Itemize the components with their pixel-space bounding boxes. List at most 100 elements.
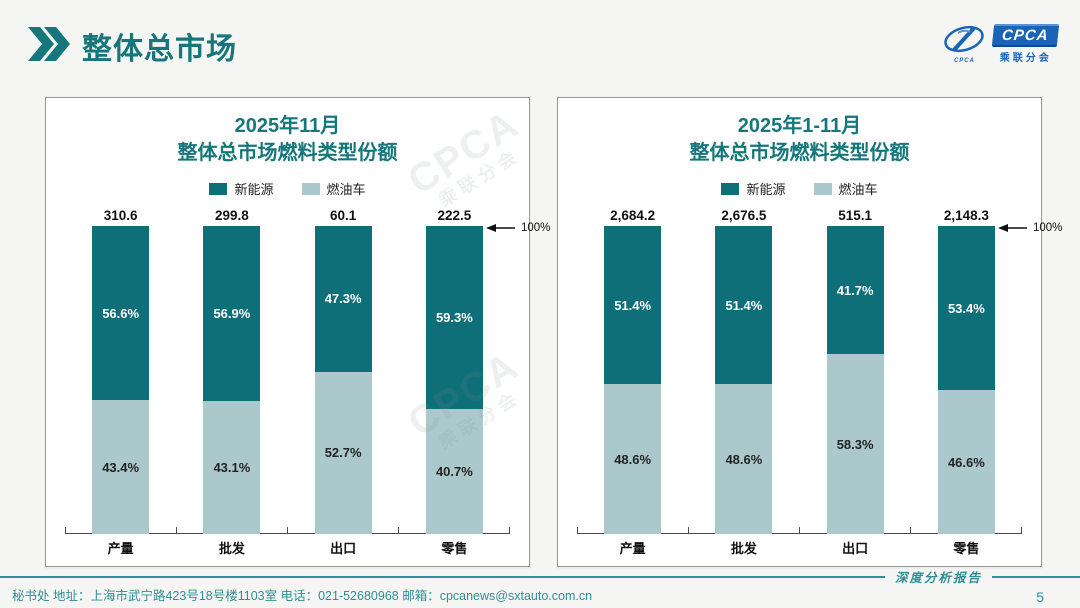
legend-swatch-new-energy (721, 182, 740, 195)
plot-area: 310.6 56.6% 43.4% 299.8 56.9% 43.1% 60.1 47.3% 5… (65, 208, 550, 557)
cpca-brand-text: CPCA (992, 24, 1060, 47)
divider-line (992, 575, 1080, 578)
bar-group: 222.5 59.3% 40.7% (399, 208, 510, 534)
segment-new-energy: 51.4% (715, 226, 773, 385)
legend-item-new-energy: 新能源 (721, 179, 786, 198)
emblem-caption: CPCA (953, 58, 975, 64)
bar-total-label: 60.1 (329, 208, 357, 223)
segment-fuel: 40.7% (425, 408, 483, 534)
segment-percent-label: 51.4% (725, 297, 763, 313)
hundred-percent-label: 100% (521, 222, 551, 234)
segment-percent-label: 59.3% (435, 309, 473, 325)
category-label: 批发 (218, 541, 245, 556)
segment-percent-label: 48.6% (614, 451, 652, 467)
left-arrow-icon (998, 224, 1027, 232)
legend-swatch-new-energy (209, 182, 228, 195)
segment-fuel: 43.1% (203, 401, 261, 534)
stacked-bar: 51.4% 48.6% (715, 226, 773, 534)
segment-fuel: 43.4% (92, 400, 150, 534)
bar-group: 310.6 56.6% 43.4% (65, 208, 176, 534)
legend-item-fuel: 燃油车 (301, 179, 366, 198)
bar-total-label: 2,676.5 (721, 208, 767, 223)
chart-title: 2025年11月 整体总市场燃料类型份额 (46, 113, 529, 167)
bar-total-label: 222.5 (437, 208, 472, 223)
segment-percent-label: 41.7% (836, 282, 874, 298)
bars-row: 310.6 56.6% 43.4% 299.8 56.9% 43.1% 60.1 47.3% 5… (65, 208, 510, 534)
stacked-bar: 59.3% 40.7% (425, 226, 483, 534)
bar-group: 2,684.2 51.4% 48.6% (577, 208, 688, 534)
legend-label: 新能源 (746, 182, 786, 197)
hundred-percent-marker: 100% (998, 222, 1062, 234)
divider-line (0, 575, 885, 578)
hundred-percent-label: 100% (1033, 222, 1063, 234)
axis-tick (688, 527, 799, 533)
segment-percent-label: 56.6% (102, 305, 140, 321)
segment-fuel: 46.6% (937, 390, 995, 534)
cpca-wordmark: CPCA 乘联分会 (992, 24, 1060, 64)
segment-new-energy: 47.3% (314, 226, 372, 372)
category-label: 批发 (730, 541, 757, 556)
category-label: 零售 (953, 541, 980, 556)
segment-new-energy: 41.7% (826, 226, 884, 355)
legend-label: 新能源 (234, 182, 274, 197)
axis-tick (176, 527, 287, 533)
segment-percent-label: 46.6% (947, 454, 985, 470)
category-label: 产量 (107, 541, 134, 556)
axis-tick (799, 527, 910, 533)
chart-title-line1: 2025年11月 (234, 115, 341, 137)
bar-group: 2,676.5 51.4% 48.6% (688, 208, 799, 534)
stacked-bar: 56.6% 43.4% (92, 226, 150, 534)
segment-new-energy: 53.4% (937, 226, 995, 391)
bar-total-label: 515.1 (838, 208, 873, 223)
segment-new-energy: 56.9% (203, 226, 261, 402)
legend-label: 燃油车 (838, 182, 878, 197)
bar-total-label: 299.8 (214, 208, 249, 223)
bar-group: 60.1 47.3% 52.7% (288, 208, 399, 534)
bar-total-label: 2,148.3 (943, 208, 989, 223)
footer-contact-info: 秘书处 地址：上海市武宁路423号18号楼1103室 电话：021-526809… (12, 589, 593, 603)
segment-percent-label: 48.6% (725, 451, 763, 467)
category-label: 出口 (842, 541, 869, 556)
chart-title-line1: 2025年1-11月 (737, 115, 862, 137)
segment-percent-label: 40.7% (435, 463, 473, 479)
segment-percent-label: 53.4% (947, 300, 985, 316)
category-labels-row: 产量 批发 出口 零售 (65, 538, 510, 557)
segment-fuel: 48.6% (715, 384, 773, 534)
axis-tick (65, 527, 176, 533)
axis-tick (287, 527, 398, 533)
chart-panel-jan-november: 2025年1-11月 整体总市场燃料类型份额 新能源 燃油车 2,684.2 51… (557, 97, 1062, 567)
category-labels-row: 产量 批发 出口 零售 (577, 538, 1022, 557)
segment-percent-label: 52.7% (324, 445, 362, 461)
page-header: 整体总市场 (0, 0, 1080, 68)
legend-label: 燃油车 (326, 182, 366, 197)
segment-new-energy: 51.4% (604, 226, 662, 385)
segment-new-energy: 59.3% (425, 226, 483, 409)
bar-total-label: 2,684.2 (610, 208, 656, 223)
chart-title-line2: 整体总市场燃料类型份额 (689, 142, 910, 164)
axis-baseline (65, 527, 510, 534)
legend: 新能源 燃油车 (558, 179, 1041, 198)
stacked-bar: 53.4% 46.6% (937, 226, 995, 534)
stacked-bar: 47.3% 52.7% (314, 226, 372, 534)
category-label: 产量 (619, 541, 646, 556)
bar-total-label: 310.6 (103, 208, 138, 223)
category-label: 出口 (330, 541, 357, 556)
segment-fuel: 48.6% (604, 384, 662, 534)
segment-percent-label: 51.4% (614, 297, 652, 313)
segment-percent-label: 43.1% (213, 460, 251, 476)
cpca-emblem: CPCA (941, 24, 987, 64)
bar-group: 515.1 41.7% 58.3% (800, 208, 911, 534)
footer-divider: 深度分析报告 (0, 567, 1080, 586)
axis-tick (577, 527, 688, 533)
bar-group: 2,148.3 53.4% 46.6% (911, 208, 1022, 534)
category-label: 零售 (441, 541, 468, 556)
segment-new-energy: 56.6% (92, 226, 150, 401)
segment-percent-label: 43.4% (102, 459, 140, 475)
plot-area: 2,684.2 51.4% 48.6% 2,676.5 51.4% 48.6% 515.1 4… (577, 208, 1062, 557)
bar-group: 299.8 56.9% 43.1% (176, 208, 287, 534)
cpca-logo: CPCA CPCA 乘联分会 (941, 24, 1060, 64)
report-type-label: 深度分析报告 (894, 571, 982, 585)
legend-item-new-energy: 新能源 (209, 179, 274, 198)
cpca-emblem-icon (944, 25, 985, 53)
segment-percent-label: 58.3% (836, 436, 874, 452)
